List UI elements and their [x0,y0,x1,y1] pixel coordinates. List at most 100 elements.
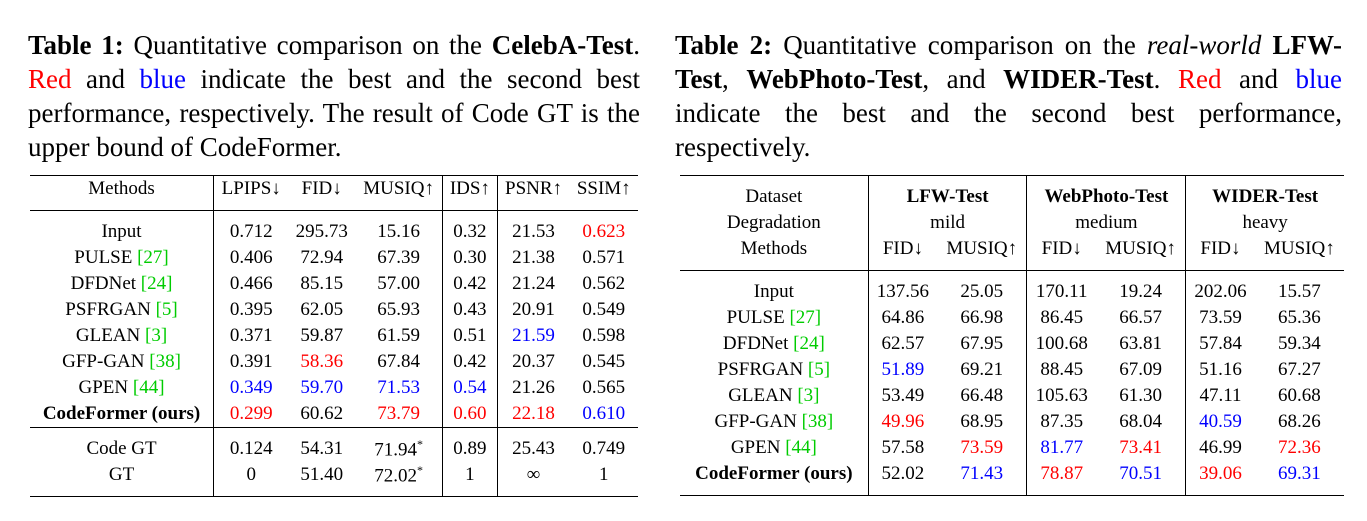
text: heavy [1242,212,1288,233]
text: 71.43 [960,463,1004,484]
cell: 0.371 [214,323,289,349]
text: Code GT [86,438,157,459]
text: PULSE [74,247,138,268]
cell: 40.59 [1186,409,1255,435]
cell: PULSE [27] [30,245,215,271]
cell: FID↓ [1027,236,1096,271]
cell: 62.05 [288,297,355,323]
cell: 25.43 [497,427,570,462]
text: 0.395 [229,299,273,320]
text: FID↓ [1200,238,1241,259]
cell: 71.53 [355,375,444,401]
cell: 57.00 [355,271,444,297]
text: CodeFormer (ours) [695,463,853,484]
text: 40.59 [1199,411,1242,432]
cell: 0.549 [570,297,638,323]
text: 0.89 [453,438,487,459]
table: Dataset LFW-Test WebPhoto-Test WIDER-Test De… [680,175,1344,496]
cell: 15.16 [355,210,444,245]
text: WebPhoto-Test [746,64,923,94]
cell: 65.93 [355,297,444,323]
text: and [1221,64,1296,94]
text: 0.549 [582,299,626,320]
text: FID↓ [882,238,923,259]
cell: 71.94* [355,427,444,462]
text: MUSIQ↑ [1105,238,1176,259]
text: 70.51 [1119,463,1162,484]
text: GPEN [78,377,133,398]
text: 62.57 [881,333,925,354]
row: Input 0.712 295.73 15.16 0.32 21.53 0.623 [30,210,638,245]
cell: CodeFormer (ours) [680,461,869,496]
cell: 61.59 [355,323,444,349]
cell: FID↓ [288,175,356,211]
text: PSFRGAN [717,359,808,380]
cell: 46.99 [1186,435,1255,461]
text: 0.565 [582,377,626,398]
cell: 100.68 [1027,331,1096,357]
cell: GFP-GAN [38] [680,409,869,435]
cell: 65.36 [1255,305,1344,331]
text: 60.68 [1277,385,1321,406]
cell: 51.40 [288,462,356,497]
text: 54.31 [300,438,344,459]
text: 58.36 [300,351,344,372]
text: 25.05 [960,281,1004,302]
text: 88.45 [1040,359,1084,380]
cell: medium [1026,210,1187,236]
text: [5] [155,299,178,320]
cell: 51.89 [868,357,937,383]
row: GPEN [44] 57.58 73.59 81.77 73.41 46.99 72.36 [680,435,1344,461]
cell: 0.749 [569,427,638,462]
row: GFP-GAN [38] 0.391 58.36 67.84 0.42 20.37 0.54… [30,349,638,375]
text [1261,30,1272,60]
text: GLEAN [728,385,798,406]
text: 21.59 [512,325,555,346]
text: 0.43 [453,299,487,320]
cell: 58.36 [288,349,355,375]
text: 0.749 [582,438,626,459]
cell: 0.51 [442,323,498,349]
text: . [1153,64,1178,94]
cell: GLEAN [3] [680,383,869,409]
cell: MUSIQ↑ [1095,236,1187,271]
text: 15.16 [377,221,420,242]
text: Methods [88,178,155,199]
row: CodeFormer (ours) 0.299 60.62 73.79 0.60 22.1… [30,401,638,428]
cell: Input [680,270,869,305]
text: 0.32 [453,221,487,242]
text: indicate the best and the second best pe… [675,64,1349,162]
cell: 73.59 [1186,305,1255,331]
cell: GPEN [44] [30,375,215,401]
cell: 67.09 [1095,357,1187,383]
text: 0.349 [229,377,273,398]
cell: 52.02 [868,461,938,496]
text: 0.598 [582,325,626,346]
cell: 47.11 [1186,383,1255,409]
text: [24] [140,273,173,294]
text: Table 2: [675,30,773,60]
cell: MUSIQ↑ [1255,236,1344,271]
text: 65.93 [377,299,420,320]
cell: heavy [1186,210,1344,236]
text: blue [139,64,187,94]
row: PULSE [27] 64.86 66.98 86.45 66.57 73.59 65.36 [680,305,1344,331]
text: PULSE [726,307,790,328]
cell: 57.84 [1186,331,1255,357]
text: [3] [797,385,820,406]
text: 0.406 [229,247,273,268]
text: GPEN [730,437,786,458]
cell: 63.81 [1095,331,1187,357]
text: [44] [132,377,165,398]
cell: 68.04 [1095,409,1187,435]
text: 0.124 [229,438,273,459]
cell: 0.124 [213,427,289,462]
text: [24] [793,333,825,354]
row: PULSE [27] 0.406 72.94 67.39 0.30 21.38 0.571 [30,245,638,271]
text: 81.77 [1040,437,1084,458]
text: PSFRGAN [65,299,156,320]
cell: 21.26 [497,375,569,401]
text: Degradation [726,212,821,233]
cell: GT [30,462,215,497]
text: Quantitative comparison on the [123,30,492,60]
